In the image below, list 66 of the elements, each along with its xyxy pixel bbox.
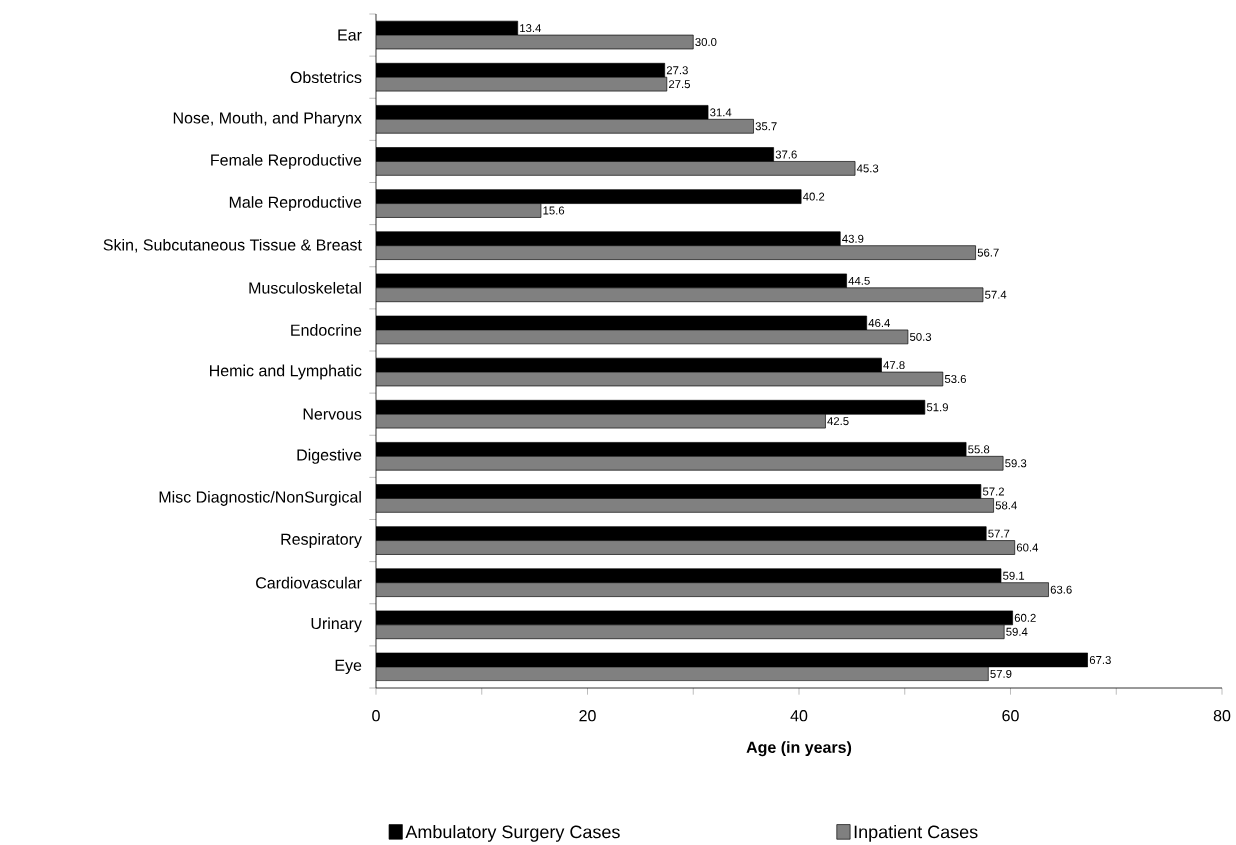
bar <box>376 455 1004 471</box>
bar <box>376 624 1005 639</box>
data-label: 57.9 <box>990 669 1012 678</box>
data-label: 53.6 <box>944 374 966 383</box>
data-label: 60.2 <box>1014 613 1036 622</box>
data-label: 47.8 <box>883 360 905 369</box>
data-label: 45.3 <box>856 164 879 173</box>
y-tick-label: Ear <box>338 29 362 41</box>
x-tick-label: 20 <box>579 709 596 722</box>
data-label: 27.5 <box>668 79 690 88</box>
data-label: 35.7 <box>755 122 777 131</box>
bar <box>376 118 754 134</box>
data-label: 67.3 <box>1089 655 1111 664</box>
data-label: 13.4 <box>520 23 542 32</box>
data-label: 42.5 <box>827 416 849 425</box>
data-label: 57.7 <box>988 529 1010 538</box>
data-label: 57.4 <box>985 290 1007 299</box>
data-label: 44.5 <box>848 276 870 285</box>
data-label: 50.3 <box>909 332 932 341</box>
data-label: 58.4 <box>995 501 1017 510</box>
y-tick-label: Eye <box>335 659 362 674</box>
y-tick-label: Male Reproductive <box>229 195 362 211</box>
y-tick-label: Female Reproductive <box>211 153 362 169</box>
bar <box>376 287 984 302</box>
y-tick-label: Skin, Subcutaneous Tissue & Breast <box>103 238 362 253</box>
data-label: 40.2 <box>802 192 825 201</box>
y-tick-label: Urinary <box>311 617 362 633</box>
bar <box>376 582 1049 597</box>
data-label: 55.8 <box>968 445 990 454</box>
bar <box>376 160 856 176</box>
bar <box>376 540 1016 555</box>
bar <box>376 203 542 218</box>
data-label: 63.6 <box>1050 585 1072 594</box>
legend-label: Ambulatory Surgery Cases <box>405 824 620 842</box>
data-label: 46.4 <box>868 318 891 327</box>
data-label: 59.4 <box>1006 627 1028 636</box>
x-tick-label: 40 <box>790 709 808 722</box>
legend-label: Inpatient Cases <box>854 824 978 842</box>
x-tick-label: 0 <box>372 709 380 722</box>
y-tick-label: Digestive <box>297 448 362 464</box>
y-tick-label: Musculoskeletal <box>249 281 361 294</box>
y-tick-label: Respiratory <box>281 532 362 548</box>
x-tick-label: 60 <box>1002 709 1019 722</box>
data-label: 43.9 <box>842 234 864 243</box>
data-label: 31.4 <box>710 108 732 117</box>
bar <box>376 497 994 513</box>
y-tick-label: Nose, Mouth, and Pharynx <box>173 111 362 127</box>
data-label: 30.0 <box>695 37 717 46</box>
data-label: 57.2 <box>982 487 1004 496</box>
data-label: 51.9 <box>926 403 948 412</box>
data-label: 59.3 <box>1005 459 1027 468</box>
data-label: 60.4 <box>1016 543 1039 552</box>
data-label: 37.6 <box>775 150 797 159</box>
data-label: 59.1 <box>1003 571 1025 580</box>
x-axis-title: Age (in years) <box>746 741 852 756</box>
x-tick-label: 80 <box>1213 709 1231 722</box>
y-tick-label: Misc Diagnostic/NonSurgical <box>159 490 361 506</box>
y-tick-label: Nervous <box>303 408 362 420</box>
y-tick-label: Endocrine <box>291 323 362 336</box>
data-label: 15.6 <box>543 206 565 215</box>
y-tick-label: Obstetrics <box>290 71 362 83</box>
bar <box>376 245 976 260</box>
data-label: 27.3 <box>666 66 688 75</box>
y-tick-label: Hemic and Lymphatic <box>210 364 362 380</box>
data-label: 56.7 <box>977 248 999 257</box>
y-tick-label: Cardiovascular <box>256 576 362 589</box>
